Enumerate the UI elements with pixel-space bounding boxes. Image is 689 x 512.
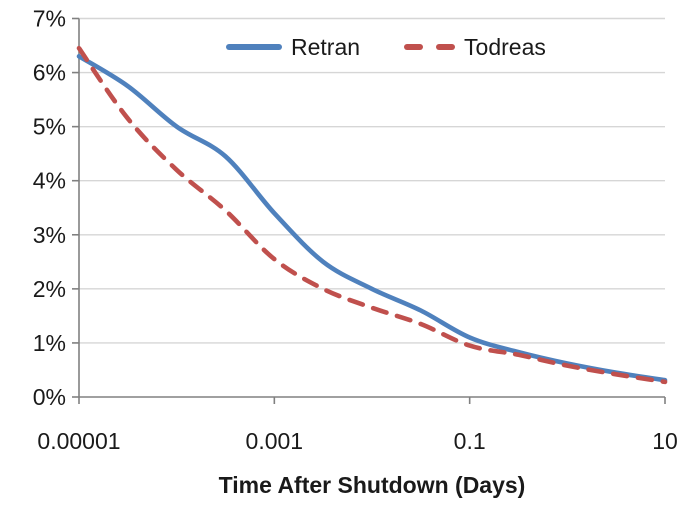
todreas-line-swatch (404, 44, 456, 50)
y-tick-label: 0% (33, 384, 66, 410)
x-axis-title: Time After Shutdown (Days) (218, 472, 526, 498)
x-tick-label: 0.001 (246, 428, 304, 454)
x-tick-label: 10 (652, 428, 678, 454)
todreas-dash (404, 44, 424, 50)
legend-item-todreas: Todreas (404, 34, 546, 61)
chart-legend: Retran Todreas (226, 32, 546, 62)
y-tick-label: 6% (33, 60, 66, 86)
x-tick-label: 0.1 (454, 428, 486, 454)
retran-line-swatch (226, 44, 282, 50)
legend-label-retran: Retran (291, 33, 361, 60)
y-tick-label: 5% (33, 114, 66, 140)
y-tick-label: 1% (33, 330, 66, 356)
legend-label-todreas: Todreas (464, 33, 546, 60)
series-line-todreas (76, 45, 668, 385)
y-tick-label: 4% (33, 168, 66, 194)
y-tick-label: 2% (33, 276, 66, 302)
legend-item-retran: Retran (226, 34, 360, 61)
y-tick-label: 3% (33, 222, 66, 248)
todreas-dash (436, 44, 456, 50)
x-tick-label: 0.00001 (37, 428, 120, 454)
y-tick-label: 7% (33, 6, 66, 32)
series-line-retran (76, 54, 668, 383)
